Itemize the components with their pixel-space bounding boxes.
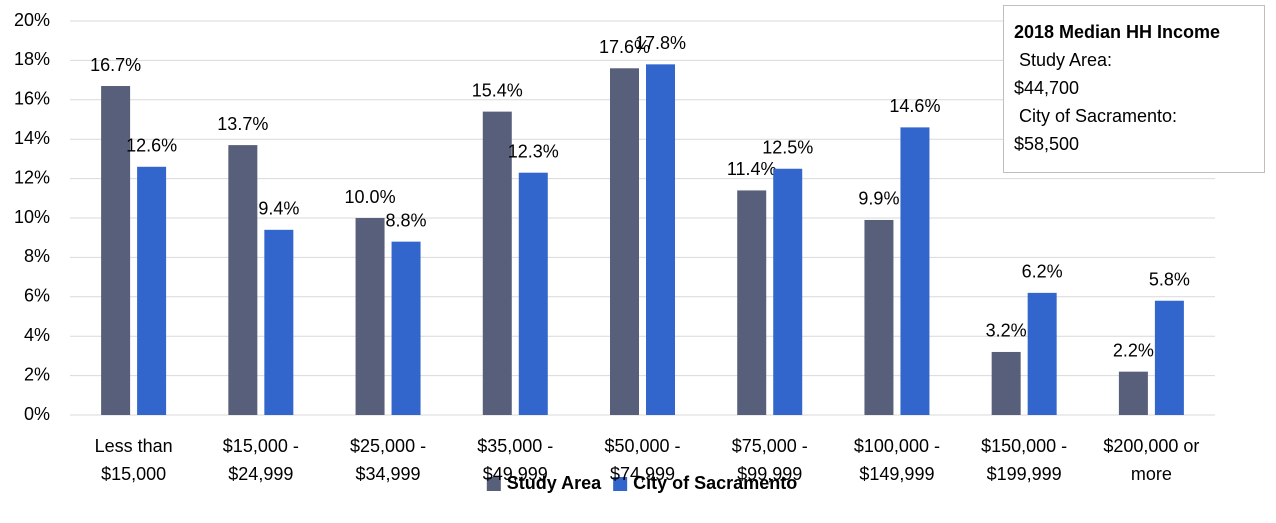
bar bbox=[518, 172, 548, 415]
legend-label: Study Area bbox=[507, 473, 602, 493]
data-label: 9.9% bbox=[858, 189, 899, 209]
bar bbox=[646, 64, 675, 415]
y-tick-label: 18% bbox=[14, 49, 50, 69]
y-tick-label: 8% bbox=[24, 246, 50, 266]
x-tick-label: $200,000 or more bbox=[1103, 436, 1200, 484]
bar bbox=[355, 218, 385, 415]
data-label: 5.8% bbox=[1149, 269, 1190, 289]
data-label: 16.7% bbox=[90, 55, 141, 75]
bar bbox=[482, 111, 512, 416]
bar bbox=[900, 127, 930, 415]
legend-label: City of Sacramento bbox=[633, 473, 797, 493]
data-label: 6.2% bbox=[1022, 262, 1063, 282]
x-tick-label: $75,000 - $99,999 bbox=[731, 436, 808, 484]
bar bbox=[1118, 371, 1148, 415]
bar bbox=[864, 219, 894, 415]
x-tick-label: $35,000 - $49,999 bbox=[477, 436, 554, 484]
data-label: 12.5% bbox=[762, 138, 813, 158]
bar bbox=[991, 351, 1021, 415]
bar bbox=[101, 86, 131, 415]
x-tick-label: $15,000 - $24,999 bbox=[222, 436, 299, 484]
data-label: 9.4% bbox=[258, 199, 299, 219]
bar bbox=[391, 241, 421, 415]
data-label: 12.6% bbox=[126, 136, 177, 156]
annotation-line: Study Area: bbox=[1019, 50, 1113, 70]
bar bbox=[137, 166, 167, 415]
data-label: 2.2% bbox=[1113, 340, 1154, 360]
data-label: 15.4% bbox=[472, 80, 523, 100]
annotation-line: $58,500 bbox=[1014, 134, 1080, 154]
legend-swatch bbox=[613, 477, 628, 491]
x-tick-label: $50,000 - $74,999 bbox=[604, 436, 681, 484]
annotation-line: City of Sacramento: bbox=[1019, 106, 1178, 126]
x-tick-label: $25,000 - $34,999 bbox=[350, 436, 427, 484]
bar bbox=[610, 68, 639, 415]
data-label: 12.3% bbox=[508, 141, 559, 161]
annotation-line: $44,700 bbox=[1014, 78, 1080, 98]
data-label: 13.7% bbox=[217, 114, 268, 134]
x-tick-label: Less than $15,000 bbox=[94, 436, 173, 484]
legend-swatch bbox=[486, 477, 501, 491]
bar bbox=[264, 229, 294, 415]
y-tick-label: 20% bbox=[14, 10, 50, 30]
y-tick-label: 12% bbox=[14, 167, 50, 187]
y-tick-label: 14% bbox=[14, 128, 50, 148]
y-tick-label: 4% bbox=[24, 325, 50, 345]
data-label: 11.4% bbox=[727, 159, 777, 179]
bar bbox=[1027, 292, 1057, 415]
annotation-title: 2018 Median HH Income bbox=[1014, 22, 1221, 42]
y-tick-label: 16% bbox=[14, 89, 50, 109]
data-label: 8.8% bbox=[386, 210, 427, 230]
y-tick-label: 6% bbox=[24, 286, 50, 306]
x-tick-label: $150,000 - $199,999 bbox=[981, 436, 1068, 484]
bar bbox=[773, 168, 803, 415]
y-tick-label: 10% bbox=[14, 207, 50, 227]
bar bbox=[228, 145, 258, 416]
data-label: 10.0% bbox=[345, 187, 396, 207]
y-tick-label: 0% bbox=[24, 404, 50, 424]
annotation-box: 2018 Median HH Income Study Area: $44,700… bbox=[1003, 5, 1265, 173]
x-tick-label: $100,000 - $149,999 bbox=[853, 436, 940, 484]
bar bbox=[1154, 300, 1184, 415]
data-label: 17.6% bbox=[599, 37, 650, 57]
data-label: 3.2% bbox=[986, 321, 1027, 341]
bar bbox=[737, 190, 767, 415]
y-tick-label: 2% bbox=[24, 364, 50, 384]
data-label: 17.8% bbox=[635, 33, 686, 53]
data-label: 14.6% bbox=[889, 96, 940, 116]
